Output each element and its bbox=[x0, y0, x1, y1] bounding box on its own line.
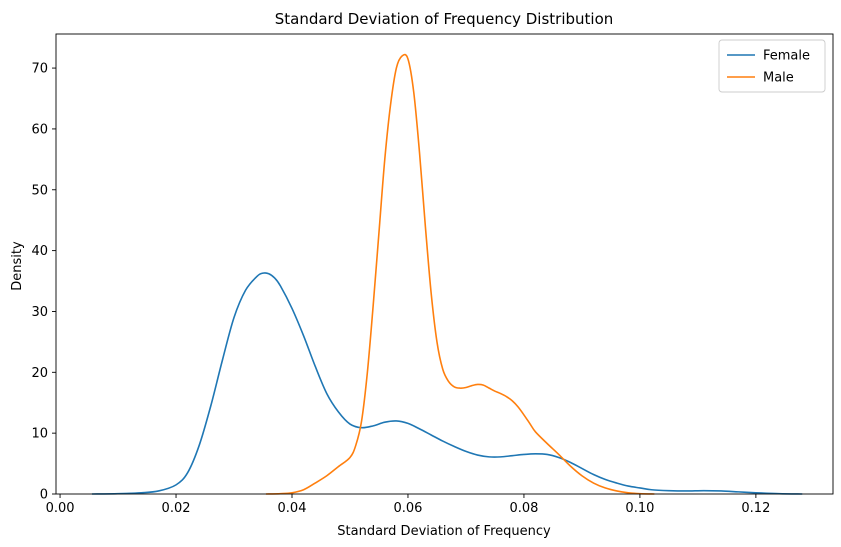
y-tick-label: 0 bbox=[40, 488, 48, 503]
series-line-male bbox=[265, 53, 655, 495]
x-axis-label: Standard Deviation of Frequency bbox=[337, 524, 551, 539]
x-tick-label: 0.04 bbox=[278, 501, 307, 516]
x-tick-label: 0.12 bbox=[741, 501, 770, 516]
y-tick-label: 70 bbox=[31, 62, 48, 77]
y-tick-label: 20 bbox=[31, 366, 48, 381]
y-axis-label: Density bbox=[10, 241, 25, 291]
y-tick-label: 60 bbox=[31, 122, 48, 137]
series-line-female bbox=[91, 272, 803, 495]
x-tick-label: 0.08 bbox=[509, 501, 538, 516]
legend-label-male: Male bbox=[763, 71, 794, 86]
y-tick-label: 40 bbox=[31, 244, 48, 259]
x-tick-label: 0.00 bbox=[46, 501, 75, 516]
legend-label-female: Female bbox=[763, 49, 810, 64]
chart-title: Standard Deviation of Frequency Distribu… bbox=[275, 10, 614, 28]
y-tick-label: 10 bbox=[31, 427, 48, 442]
x-tick-label: 0.02 bbox=[162, 501, 191, 516]
y-tick-label: 30 bbox=[31, 305, 48, 320]
legend-box bbox=[718, 39, 826, 93]
x-tick-label: 0.06 bbox=[393, 501, 422, 516]
plot-area: 0.00 0.02 0.04 0.06 0.08 0.10 0.12 0 10 20 30 40 50 6… bbox=[31, 33, 834, 516]
y-tick-label: 50 bbox=[31, 183, 48, 198]
x-tick-label: 0.10 bbox=[625, 501, 654, 516]
axes-frame bbox=[55, 33, 834, 495]
